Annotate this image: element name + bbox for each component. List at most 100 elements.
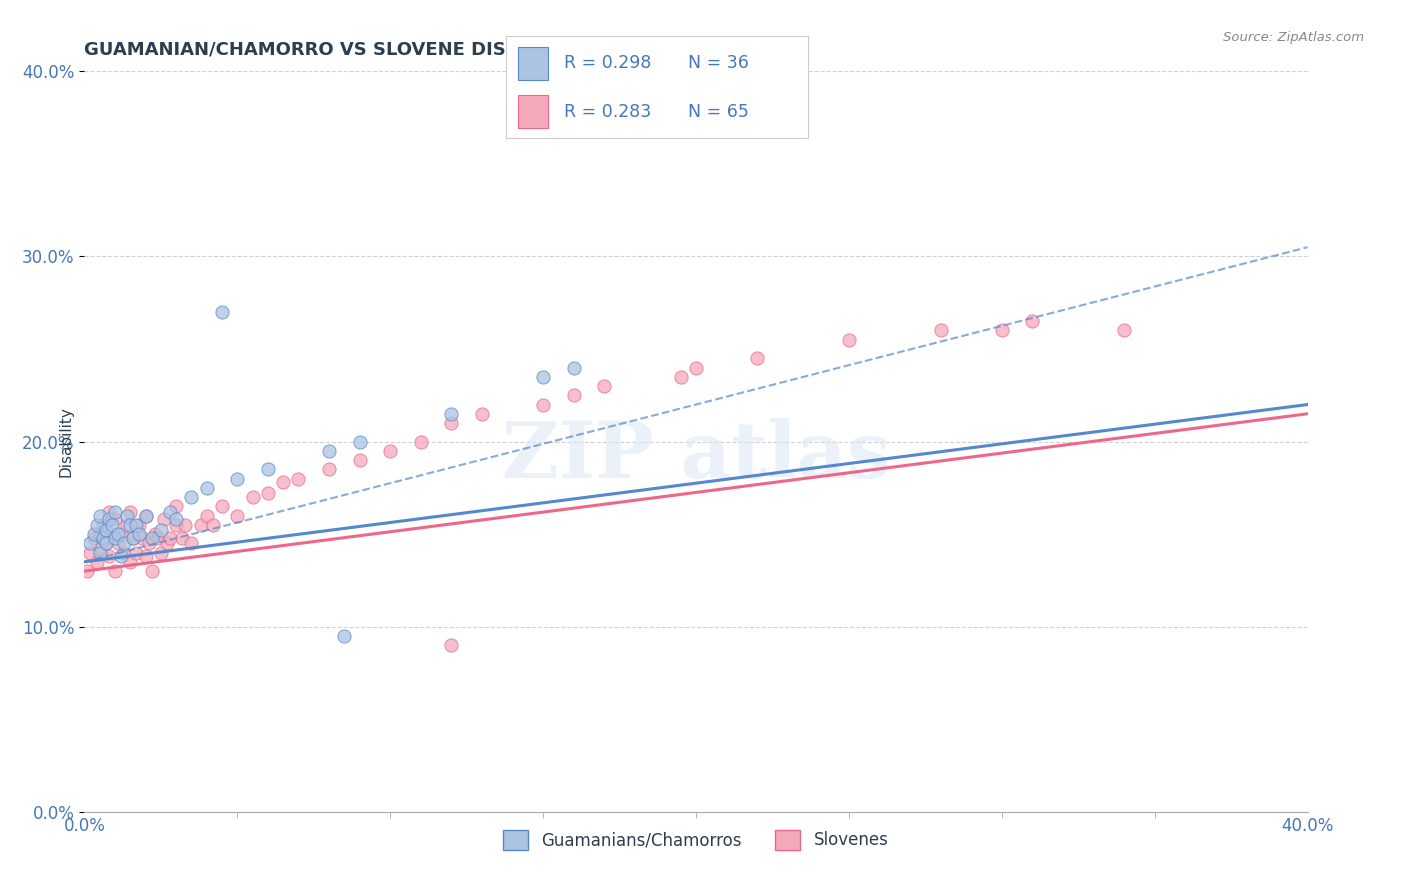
Point (120, 555, 142, 569)
Point (104, 512, 127, 526)
Point (159, 531, 181, 545)
Point (226, 508, 249, 523)
Point (593, 379, 616, 393)
Point (318, 443, 340, 458)
Point (838, 333, 860, 347)
Point (89, 508, 111, 523)
Point (104, 531, 127, 545)
Point (97, 512, 120, 526)
Point (156, 536, 179, 550)
Point (97, 549, 120, 564)
Text: N = 65: N = 65 (688, 103, 748, 120)
Point (380, 443, 402, 458)
Point (211, 500, 233, 514)
Point (128, 527, 150, 541)
Point (83, 527, 105, 541)
Point (685, 360, 707, 375)
Point (318, 462, 340, 476)
Point (120, 505, 142, 519)
Point (409, 434, 432, 449)
Point (79, 536, 101, 550)
Point (1114, 324, 1136, 338)
Point (76, 564, 98, 578)
Point (165, 512, 187, 526)
Text: ZIP atlas: ZIP atlas (502, 418, 890, 494)
Point (131, 531, 153, 545)
Point (471, 407, 494, 421)
Point (153, 512, 176, 526)
Point (242, 490, 264, 504)
Point (257, 486, 280, 500)
Point (180, 490, 202, 504)
Point (138, 536, 160, 550)
Point (1021, 314, 1043, 328)
Y-axis label: Disability: Disability (58, 406, 73, 477)
Point (107, 527, 129, 541)
Point (165, 517, 187, 532)
Point (101, 517, 124, 532)
Point (135, 549, 157, 564)
Point (115, 508, 138, 523)
Point (91, 531, 114, 545)
Point (201, 517, 224, 532)
Text: Source: ZipAtlas.com: Source: ZipAtlas.com (1223, 31, 1364, 45)
Bar (519, 47, 548, 79)
Point (112, 545, 135, 560)
Point (146, 531, 169, 545)
Point (141, 531, 163, 545)
Point (104, 564, 127, 578)
Point (349, 453, 371, 467)
Point (89, 541, 111, 556)
Point (122, 531, 145, 545)
Point (149, 524, 172, 538)
Point (115, 517, 138, 532)
Point (101, 531, 124, 545)
Point (195, 481, 218, 495)
Point (562, 360, 585, 375)
Point (531, 398, 554, 412)
Point (440, 638, 463, 652)
Point (929, 324, 952, 338)
Point (562, 388, 585, 402)
Point (991, 324, 1014, 338)
Point (125, 545, 148, 560)
Point (91, 517, 114, 532)
Point (89, 527, 111, 541)
Point (110, 549, 132, 564)
Point (271, 475, 294, 490)
Point (165, 500, 187, 514)
Point (94, 524, 117, 538)
Point (180, 536, 202, 550)
Point (143, 527, 166, 541)
Point (83, 531, 105, 545)
Point (107, 536, 129, 550)
Point (190, 517, 212, 532)
Point (174, 517, 197, 532)
Point (747, 351, 769, 366)
Bar (519, 95, 548, 128)
Point (257, 462, 280, 476)
Point (79, 545, 101, 560)
Point (195, 508, 218, 523)
Point (669, 369, 692, 384)
Point (135, 508, 157, 523)
Point (349, 434, 371, 449)
Point (287, 472, 309, 486)
Text: N = 36: N = 36 (688, 54, 748, 72)
Point (94, 536, 117, 550)
Point (94, 536, 117, 550)
Point (125, 517, 148, 532)
Point (122, 531, 145, 545)
Point (440, 407, 463, 421)
Point (135, 508, 157, 523)
Point (86, 517, 108, 532)
Point (159, 505, 181, 519)
Point (440, 416, 463, 430)
Point (86, 555, 108, 569)
Point (172, 531, 194, 545)
Point (120, 517, 142, 532)
Point (149, 545, 172, 560)
Text: R = 0.283: R = 0.283 (564, 103, 651, 120)
Point (89, 545, 111, 560)
Text: R = 0.298: R = 0.298 (564, 54, 651, 72)
